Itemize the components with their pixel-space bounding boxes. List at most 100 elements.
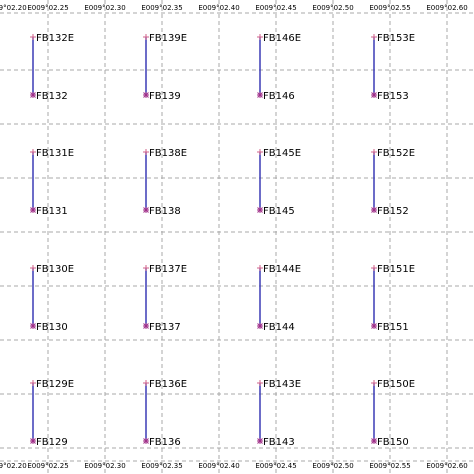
borehole-feature[interactable]: FB136E FB136 bbox=[143, 379, 187, 448]
top-point-marker[interactable] bbox=[257, 149, 263, 155]
borehole-feature[interactable]: FB138E FB138 bbox=[143, 148, 187, 217]
top-point-label: FB130E bbox=[36, 264, 74, 275]
longitude-top-label: E009°02.50 bbox=[312, 4, 353, 12]
top-point-label: FB143E bbox=[263, 379, 301, 390]
borehole-feature[interactable]: FB137E FB137 bbox=[143, 264, 187, 333]
longitude-bottom-label: E009°02.30 bbox=[84, 462, 125, 470]
longitude-bottom-label: E009°02.55 bbox=[369, 462, 410, 470]
bottom-point-marker[interactable] bbox=[30, 92, 36, 98]
top-point-label: FB129E bbox=[36, 379, 74, 390]
top-point-marker[interactable] bbox=[30, 149, 36, 155]
top-point-marker[interactable] bbox=[143, 149, 149, 155]
top-point-marker[interactable] bbox=[143, 265, 149, 271]
bottom-point-label: FB138 bbox=[149, 206, 181, 217]
borehole-feature[interactable]: FB143E FB143 bbox=[257, 379, 301, 448]
bottom-point-label: FB139 bbox=[149, 91, 181, 102]
longitude-top-label: E009°02.30 bbox=[84, 4, 125, 12]
bottom-point-marker[interactable] bbox=[143, 207, 149, 213]
top-point-label: FB137E bbox=[149, 264, 187, 275]
longitude-bottom-label: E009°02.20 bbox=[0, 462, 27, 470]
borehole-feature[interactable]: FB146E FB146 bbox=[257, 33, 301, 102]
bottom-point-label: FB136 bbox=[149, 437, 181, 448]
longitude-top-label: E009°02.40 bbox=[198, 4, 239, 12]
bottom-point-label: FB150 bbox=[377, 437, 409, 448]
bottom-point-label: FB146 bbox=[263, 91, 295, 102]
bottom-point-marker[interactable] bbox=[30, 323, 36, 329]
bottom-point-marker[interactable] bbox=[257, 207, 263, 213]
top-point-label: FB152E bbox=[377, 148, 415, 159]
top-point-marker[interactable] bbox=[30, 380, 36, 386]
top-point-marker[interactable] bbox=[371, 149, 377, 155]
top-point-marker[interactable] bbox=[30, 265, 36, 271]
bottom-point-marker[interactable] bbox=[143, 92, 149, 98]
feature-layer: FB132EFB132FB139EFB139FB146EFB146FB153EF… bbox=[30, 33, 415, 448]
longitude-bottom-label: E009°02.25 bbox=[27, 462, 68, 470]
bottom-point-marker[interactable] bbox=[371, 207, 377, 213]
longitude-top-label: E009°02.45 bbox=[255, 4, 296, 12]
longitude-top-label: E009°02.20 bbox=[0, 4, 27, 12]
top-point-label: FB138E bbox=[149, 148, 187, 159]
longitude-top-label: E009°02.25 bbox=[27, 4, 68, 12]
top-point-label: FB132E bbox=[36, 33, 74, 44]
longitude-bottom-label: E009°02.40 bbox=[198, 462, 239, 470]
top-point-marker[interactable] bbox=[371, 265, 377, 271]
bottom-point-label: FB143 bbox=[263, 437, 295, 448]
bottom-point-label: FB151 bbox=[377, 322, 409, 333]
top-point-label: FB153E bbox=[377, 33, 415, 44]
bottom-point-marker[interactable] bbox=[143, 323, 149, 329]
bottom-point-marker[interactable] bbox=[371, 323, 377, 329]
bottom-point-label: FB153 bbox=[377, 91, 409, 102]
longitude-bottom-label: E009°02.50 bbox=[312, 462, 353, 470]
longitude-bottom-label: E009°02.60 bbox=[426, 462, 467, 470]
top-point-marker[interactable] bbox=[143, 34, 149, 40]
top-point-marker[interactable] bbox=[257, 380, 263, 386]
longitude-top-label: E009°02.35 bbox=[141, 4, 182, 12]
longitude-top-label: E009°02.55 bbox=[369, 4, 410, 12]
bottom-point-label: FB131 bbox=[36, 206, 68, 217]
bottom-point-label: FB132 bbox=[36, 91, 68, 102]
bottom-point-marker[interactable] bbox=[371, 92, 377, 98]
bottom-point-label: FB130 bbox=[36, 322, 68, 333]
top-point-marker[interactable] bbox=[371, 380, 377, 386]
top-point-marker[interactable] bbox=[143, 380, 149, 386]
longitude-bottom-label: E009°02.45 bbox=[255, 462, 296, 470]
bottom-point-marker[interactable] bbox=[143, 438, 149, 444]
borehole-feature[interactable]: FB153E FB153 bbox=[371, 33, 415, 102]
top-point-label: FB139E bbox=[149, 33, 187, 44]
top-point-marker[interactable] bbox=[257, 265, 263, 271]
top-point-label: FB144E bbox=[263, 264, 301, 275]
borehole-feature[interactable]: FB139E FB139 bbox=[143, 33, 187, 102]
borehole-feature[interactable]: FB145E FB145 bbox=[257, 148, 301, 217]
bottom-point-marker[interactable] bbox=[30, 207, 36, 213]
longitude-top-label: E009°02.60 bbox=[426, 4, 467, 12]
bottom-point-marker[interactable] bbox=[257, 92, 263, 98]
top-point-label: FB146E bbox=[263, 33, 301, 44]
top-point-label: FB145E bbox=[263, 148, 301, 159]
bottom-point-marker[interactable] bbox=[371, 438, 377, 444]
bottom-point-label: FB129 bbox=[36, 437, 68, 448]
borehole-feature[interactable]: FB150E FB150 bbox=[371, 379, 415, 448]
bottom-point-label: FB145 bbox=[263, 206, 295, 217]
bottom-point-label: FB144 bbox=[263, 322, 295, 333]
bottom-point-marker[interactable] bbox=[30, 438, 36, 444]
borehole-feature[interactable]: FB144E FB144 bbox=[257, 264, 301, 333]
borehole-feature[interactable]: FB152E FB152 bbox=[371, 148, 415, 217]
borehole-feature[interactable]: FB129E FB129 bbox=[30, 379, 74, 448]
bottom-point-marker[interactable] bbox=[257, 438, 263, 444]
longitude-bottom-label: E009°02.35 bbox=[141, 462, 182, 470]
borehole-feature[interactable]: FB132E FB132 bbox=[30, 33, 74, 102]
top-point-marker[interactable] bbox=[257, 34, 263, 40]
borehole-feature[interactable]: FB131E FB131 bbox=[30, 148, 74, 217]
bottom-point-label: FB137 bbox=[149, 322, 181, 333]
top-point-marker[interactable] bbox=[30, 34, 36, 40]
bottom-point-marker[interactable] bbox=[257, 323, 263, 329]
borehole-feature[interactable]: FB151E FB151 bbox=[371, 264, 415, 333]
borehole-feature[interactable]: FB130E FB130 bbox=[30, 264, 74, 333]
top-point-label: FB131E bbox=[36, 148, 74, 159]
top-point-label: FB150E bbox=[377, 379, 415, 390]
top-point-marker[interactable] bbox=[371, 34, 377, 40]
